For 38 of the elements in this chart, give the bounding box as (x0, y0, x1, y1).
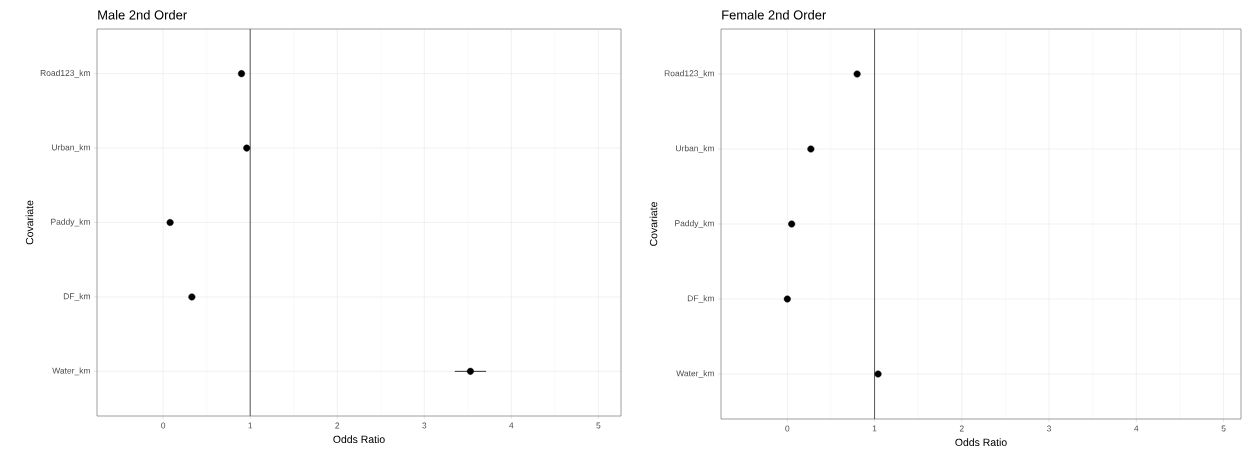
point (188, 293, 196, 301)
x-axis-title: Odds Ratio (333, 435, 385, 444)
point (807, 145, 815, 153)
y-tick-label: Road123_km (664, 70, 714, 78)
y-tick-label: DF_km (63, 293, 90, 301)
point (783, 295, 791, 303)
x-tick-label: 2 (959, 425, 964, 432)
x-tick-label: 1 (872, 425, 877, 432)
x-tick-label: 1 (248, 422, 253, 429)
x-tick-label: 0 (785, 425, 790, 432)
point (166, 219, 174, 226)
x-tick-label: 3 (422, 422, 427, 429)
chart-title: Male 2nd Order (98, 9, 187, 20)
point (853, 70, 861, 78)
y-tick-label: Paddy_km (51, 218, 90, 227)
y-tick-label: Road123_km (40, 69, 90, 78)
y-tick-label: DF_km (687, 295, 714, 303)
y-tick-label: Urban_km (52, 144, 90, 152)
x-axis-title: Odds Ratio (955, 438, 1007, 447)
point (243, 144, 251, 152)
x-tick-label: 3 (1047, 425, 1052, 432)
y-tick-label: Paddy_km (675, 220, 714, 228)
y-axis-title: Covariate (25, 200, 34, 245)
y-tick-label: Urban_km (676, 145, 714, 153)
point (466, 367, 474, 375)
x-tick-label: 5 (596, 422, 601, 429)
point (874, 370, 882, 378)
point (788, 220, 796, 228)
x-tick-label: 4 (509, 422, 514, 429)
x-tick-label: 2 (335, 422, 340, 429)
point (237, 70, 245, 78)
x-tick-label: 5 (1221, 425, 1226, 432)
x-tick-label: 0 (161, 422, 166, 429)
y-axis-title: Covariate (649, 202, 658, 246)
y-tick-label: Water_km (676, 370, 714, 378)
y-tick-label: Water_km (52, 367, 90, 376)
x-tick-label: 4 (1134, 425, 1139, 432)
chart-title: Female 2nd Order (722, 9, 827, 20)
